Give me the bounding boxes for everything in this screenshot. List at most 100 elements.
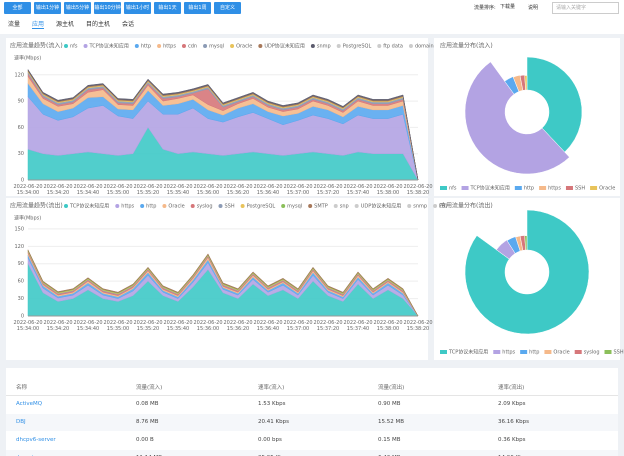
legend-swatch — [440, 350, 447, 354]
chart-title: 应用流量分布(流入) — [440, 42, 493, 50]
legend-swatch — [308, 204, 313, 208]
filter-button[interactable]: 输出10分钟 — [94, 2, 121, 14]
legend-label: mysql — [287, 204, 302, 210]
legend-label: snmp — [317, 44, 331, 50]
legend-label: SSH — [614, 350, 624, 356]
x-tick-label: 2022-06-20 15:34:40 — [73, 320, 102, 332]
legend-label: TCP协议未知应用 — [470, 185, 510, 192]
legend-label: SMTP — [314, 204, 328, 210]
header-cell[interactable]: 速率(流入) — [258, 385, 285, 391]
legend-label: Oracle — [236, 44, 252, 50]
legend-swatch — [604, 350, 612, 354]
cell: 20.41 Kbps — [258, 419, 289, 425]
x-tick-label: 2022-06-20 15:35:00 — [103, 320, 132, 332]
cell: 2.09 Kbps — [498, 401, 526, 407]
sort-select[interactable]: 下载量 — [500, 4, 516, 10]
x-tick-label: 2022-06-20 15:34:20 — [43, 184, 72, 196]
legend-label: SSH — [575, 186, 585, 192]
filter-button[interactable]: 全部 — [4, 2, 31, 14]
cell[interactable]: dhcpv6-server — [16, 437, 56, 443]
y-tick-label: 120 — [14, 244, 24, 250]
cell: 36.16 Kbps — [498, 419, 529, 425]
legend-swatch — [407, 204, 412, 208]
legend-label: nfs — [70, 44, 78, 50]
x-tick-label: 2022-06-20 15:35:40 — [163, 320, 192, 332]
x-tick-label: 2022-06-20 15:37:00 — [283, 320, 312, 332]
filter-button[interactable]: 输出5分钟 — [64, 2, 91, 14]
legend-swatch — [281, 204, 286, 208]
x-tick-label: 2022-06-20 15:34:00 — [13, 184, 42, 196]
legend-label: syslog — [584, 350, 600, 356]
legend-label: UDP协议未知应用 — [264, 43, 305, 50]
legend-swatch — [377, 44, 382, 48]
x-tick-label: 2022-06-20 15:35:20 — [133, 184, 162, 196]
y-tick-label: 90 — [18, 261, 24, 267]
filter-button[interactable]: 输出1周 — [184, 2, 211, 14]
tab[interactable]: 目的主机 — [86, 21, 111, 28]
pie-slice — [464, 209, 590, 335]
legend-label: FBI — [439, 204, 447, 210]
x-tick-label: 2022-06-20 15:36:40 — [253, 184, 282, 196]
legend-label: domain — [415, 44, 434, 50]
header-cell[interactable]: 速率(流出) — [498, 385, 525, 391]
tab[interactable]: 应用 — [32, 21, 45, 29]
legend-swatch — [64, 204, 68, 208]
legend-label: TCP协议未知应用 — [69, 203, 109, 210]
filter-button[interactable]: 输出1天 — [154, 2, 181, 14]
x-tick-label: 2022-06-20 15:38:00 — [373, 320, 402, 332]
legend-swatch — [258, 44, 263, 48]
tab[interactable]: 流量 — [8, 21, 21, 28]
cell: 15.52 MB — [378, 419, 405, 425]
legend-swatch — [440, 186, 447, 190]
legend-label: https — [163, 44, 176, 50]
legend-label: TCP协议未知应用 — [448, 349, 488, 356]
filter-button[interactable]: 输出1分钟 — [34, 2, 61, 14]
x-tick-label: 2022-06-20 15:37:40 — [343, 320, 372, 332]
y-tick-label: 60 — [18, 125, 24, 131]
legend-label: ftp data — [383, 44, 403, 50]
legend-swatch — [140, 204, 145, 208]
y-tick-label: 30 — [18, 151, 24, 157]
tab[interactable]: 源主机 — [56, 21, 75, 28]
legend-label: syslog — [197, 204, 213, 210]
cell[interactable]: DBJ — [16, 419, 26, 425]
y-tick-label: 30 — [18, 296, 24, 302]
legend-swatch — [162, 204, 167, 208]
legend-label: http — [524, 186, 534, 192]
header-cell[interactable]: 流量(流入) — [136, 385, 163, 391]
y-tick-label: 0 — [21, 178, 24, 184]
pie-slice — [519, 74, 526, 91]
legend-swatch — [565, 186, 573, 190]
legend-label: PostgreSQL — [247, 204, 276, 210]
legend-swatch — [461, 186, 469, 190]
legend-label: http — [529, 350, 539, 356]
desc-select[interactable]: 说明 — [528, 5, 539, 11]
search-input[interactable]: 请输入关键字 — [552, 2, 619, 14]
filter-button[interactable]: 输出1小时 — [124, 2, 151, 14]
cell: 0.00 bps — [258, 437, 282, 443]
axis-label: 速率(Mbps) — [14, 55, 41, 62]
pie-slice — [524, 75, 528, 91]
table-row: ActiveMQ 0.08 MB 1.53 Kbps 0.90 MB 2.09 Kbps — [6, 396, 618, 413]
pie-slice — [524, 235, 528, 251]
legend-swatch — [514, 186, 522, 190]
x-tick-label: 2022-06-20 15:36:40 — [253, 320, 282, 332]
y-tick-label: 150 — [14, 226, 24, 232]
x-tick-label: 2022-06-20 15:36:00 — [193, 320, 222, 332]
header-cell[interactable]: 流量(流出) — [378, 385, 405, 391]
x-tick-label: 2022-06-20 15:37:20 — [313, 320, 342, 332]
area — [27, 249, 419, 317]
cell[interactable]: ActiveMQ — [16, 401, 43, 407]
x-tick-label: 2022-06-20 15:34:40 — [73, 184, 102, 196]
tab[interactable]: 会话 — [122, 21, 135, 28]
x-tick-label: 2022-06-20 15:38:20 — [403, 320, 432, 332]
chart-title: 应用流量趋势(流入) — [10, 42, 63, 50]
filter-button[interactable]: 自定义 — [214, 2, 241, 14]
legend-swatch — [539, 186, 547, 190]
axis-label: 速率(Mbps) — [14, 215, 41, 222]
legend-swatch — [115, 204, 120, 208]
legend-swatch — [333, 204, 338, 208]
header-cell[interactable]: 名称 — [16, 385, 28, 391]
legend-swatch — [354, 204, 359, 208]
x-tick-label: 2022-06-20 15:38:00 — [373, 184, 402, 196]
